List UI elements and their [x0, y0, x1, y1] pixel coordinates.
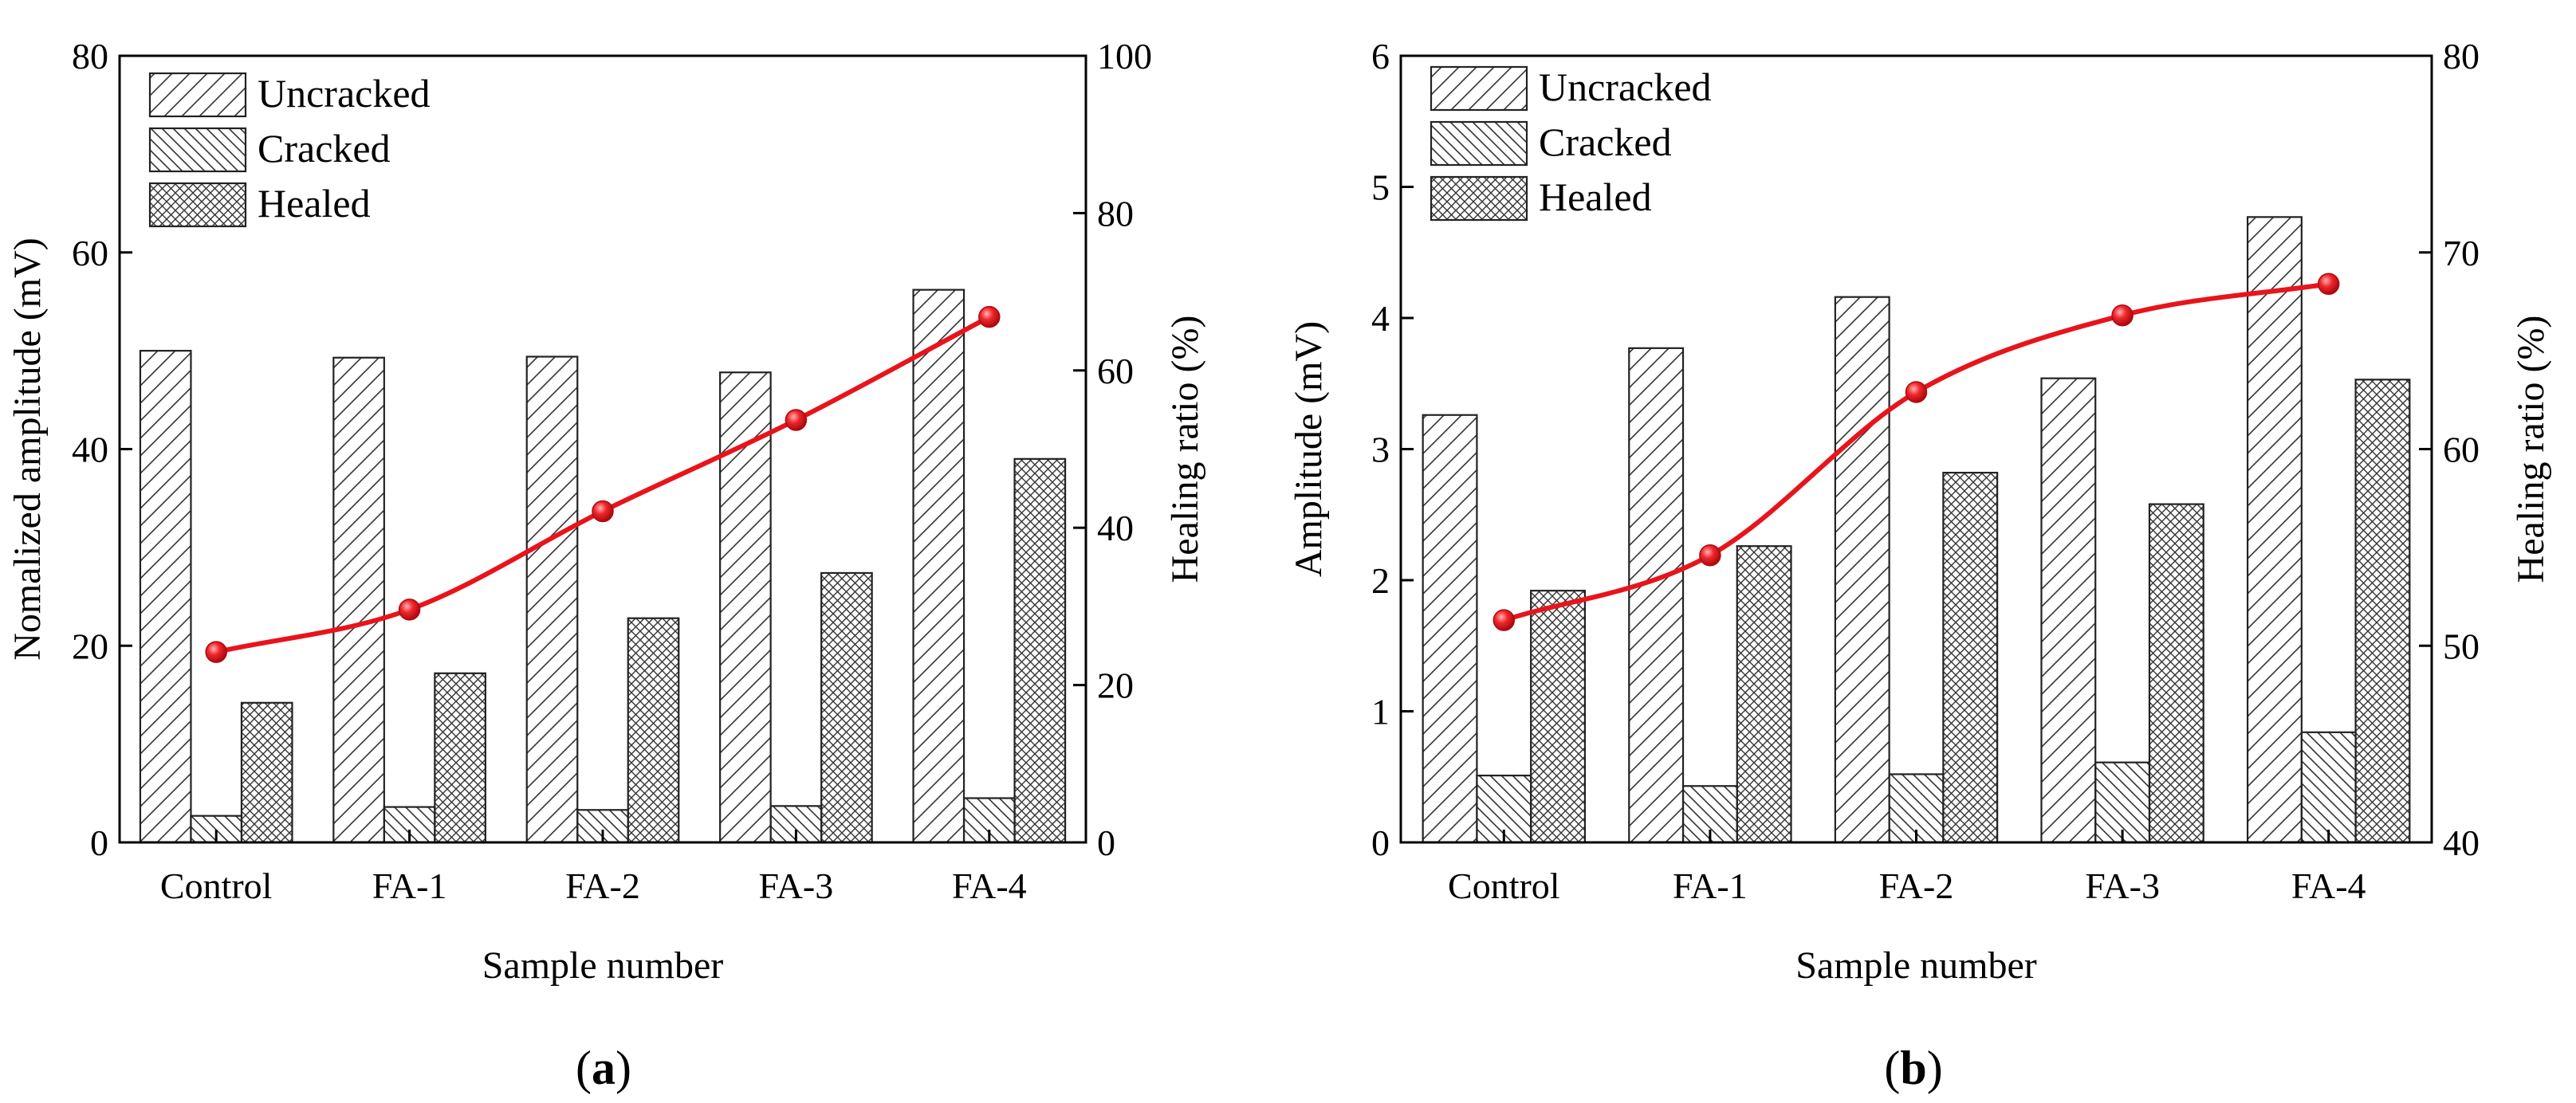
healing-ratio-point-fa-4 [978, 305, 1001, 328]
y-tick-label: 40 [72, 430, 108, 470]
bar-healed-fa-3 [820, 571, 873, 844]
healing-ratio-line [1501, 281, 2331, 623]
healing-ratio-point-fa-4 [2317, 273, 2340, 295]
y-tick-label: 80 [72, 36, 108, 77]
healing-ratio-point-fa-2 [1905, 381, 1928, 403]
x-tick-label: FA-3 [759, 866, 834, 906]
bar-healed-fa-2 [627, 617, 680, 844]
y2-tick-label: 0 [1097, 822, 1115, 863]
healing-ratio-point-fa-3 [2111, 304, 2134, 327]
bar-healed-fa-1 [434, 672, 486, 844]
bar-cracked-fa-3 [2094, 761, 2151, 844]
y2-tick-label: 60 [2443, 430, 2480, 470]
bar-healed-fa-2 [1942, 472, 1999, 844]
legend-label-healed: Healed [258, 181, 371, 226]
y2-tick-label: 40 [1097, 508, 1134, 548]
bar-healed-control [240, 701, 293, 844]
healing-ratio-point-fa-2 [592, 500, 614, 523]
legend-swatch-cracked [148, 127, 247, 173]
legend-swatch-uncracked [148, 72, 247, 118]
bar-uncracked-fa-1 [1628, 347, 1685, 844]
y-tick-label: 3 [1371, 430, 1390, 470]
legend-label-cracked: Cracked [258, 126, 391, 171]
panel-label: (b) [1884, 1042, 1942, 1094]
bar-healed-fa-1 [1736, 545, 1792, 844]
y2-tick-label: 80 [1097, 193, 1134, 234]
x-tick-label: FA-2 [565, 866, 640, 906]
x-axis-title: Sample number [482, 944, 724, 987]
x-tick-label: FA-4 [2291, 866, 2366, 906]
y2-tick-label: 20 [1097, 665, 1134, 706]
y2-axis-title: Healing ratio (%) [2510, 316, 2552, 583]
healing-ratio-point-control [1493, 609, 1516, 631]
y-tick-label: 0 [1371, 822, 1390, 863]
y2-tick-label: 80 [2443, 36, 2480, 77]
panel-label-open: ( [1884, 1042, 1900, 1094]
y-axis-title: Amplitude (mV) [1288, 321, 1330, 577]
y-tick-label: 0 [90, 822, 108, 863]
healing-ratio-point-control [205, 641, 227, 663]
y-tick-label: 2 [1371, 560, 1390, 601]
legend-label-cracked: Cracked [1539, 120, 1672, 164]
y-tick-label: 4 [1371, 298, 1390, 339]
y2-tick-label: 50 [2443, 626, 2480, 666]
bar-uncracked-fa-1 [332, 356, 385, 844]
bar-uncracked-control [1422, 414, 1478, 844]
legend-swatch-uncracked [1430, 65, 1528, 112]
x-tick-label: FA-3 [2085, 866, 2160, 906]
x-tick-label: Control [1448, 866, 1560, 906]
y-tick-label: 20 [72, 626, 108, 666]
legend-swatch-cracked [1430, 120, 1528, 167]
y2-tick-label: 100 [1097, 36, 1152, 77]
legend-label-uncracked: Uncracked [258, 71, 431, 116]
y2-tick-label: 40 [2443, 822, 2480, 863]
y-tick-label: 6 [1371, 36, 1390, 77]
y-tick-label: 60 [72, 233, 108, 273]
x-tick-label: Control [160, 866, 273, 906]
chart-panel-b: 0 1 2 3 4 5 6 40 50 60 70 80 Control FA-1 FA-2 FA-3 FA-4… [1288, 36, 2552, 1094]
y2-tick-label: 60 [1097, 351, 1134, 391]
x-tick-label: FA-2 [1879, 866, 1954, 906]
chart-panel-a: 0 20 40 60 80 0 20 40 60 80 100 Control FA-1 FA-2 FA-3… [6, 36, 1206, 1094]
legend-swatch-healed [1430, 175, 1528, 222]
legend-label-healed: Healed [1539, 175, 1652, 219]
bar-healed-fa-4 [1013, 457, 1067, 844]
y-tick-label: 5 [1371, 167, 1390, 208]
panel-label-open: ( [576, 1042, 592, 1094]
y2-tick-label: 70 [2443, 233, 2480, 273]
bar-uncracked-fa-2 [1834, 296, 1890, 844]
bar-healed-fa-3 [2148, 503, 2204, 844]
x-tick-label: FA-4 [952, 866, 1027, 906]
legend-label-uncracked: Uncracked [1539, 65, 1712, 109]
panel-label: (a) [576, 1042, 631, 1094]
healing-ratio-line [214, 314, 992, 655]
panel-label-letter: a [592, 1042, 615, 1094]
bar-uncracked-fa-3 [2040, 377, 2097, 844]
bar-uncracked-fa-4 [912, 289, 966, 844]
healing-ratio-point-fa-3 [785, 409, 808, 431]
panel-label-close: ) [1927, 1042, 1943, 1094]
bar-healed-fa-4 [2354, 379, 2411, 844]
panel-label-close: ) [615, 1042, 631, 1094]
legend-swatch-healed [148, 182, 247, 228]
x-axis-title: Sample number [1795, 944, 2037, 987]
healing-ratio-point-fa-1 [398, 599, 421, 621]
y-tick-label: 1 [1371, 692, 1390, 732]
healing-ratio-point-fa-1 [1699, 544, 1721, 567]
x-tick-label: FA-1 [372, 866, 447, 906]
bar-uncracked-fa-2 [525, 355, 579, 844]
x-tick-label: FA-1 [1673, 866, 1748, 906]
bar-cracked-fa-4 [2300, 731, 2357, 844]
bar-uncracked-fa-4 [2246, 216, 2303, 844]
y2-axis-title: Healing ratio (%) [1164, 316, 1206, 583]
bar-uncracked-control [139, 350, 192, 844]
bar-healed-control [1530, 590, 1587, 844]
panel-label-letter: b [1900, 1042, 1926, 1094]
y-axis-title: Nomalized amplitude (mV) [6, 237, 49, 661]
